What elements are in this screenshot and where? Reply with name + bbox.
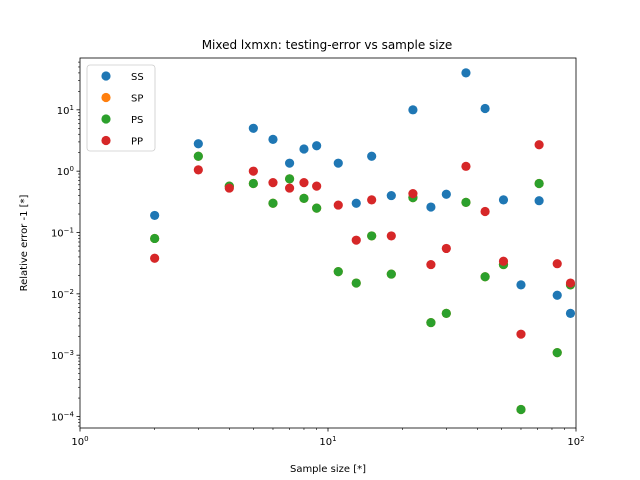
y-tick-label: 10−2 [51,288,74,301]
legend-label: SP [131,94,143,105]
data-point [498,256,509,266]
axis-ticks: 100 101 102 10−4 10−3 10−2 10−1 100 101 [51,61,585,448]
chart-title: Mixed lxmxn: testing-error vs sample siz… [202,38,453,52]
data-point [351,278,361,288]
data-point [426,202,436,212]
y-tick-label: 10−3 [51,349,74,362]
data-point [299,144,309,154]
data-point [248,166,258,176]
data-point [268,134,278,144]
series-pp [150,140,576,339]
data-point [367,195,377,205]
data-point [386,269,396,279]
data-point [268,198,278,208]
data-point [351,198,361,208]
data-point [480,103,490,114]
data-point [516,329,526,339]
data-point [312,181,322,191]
data-point [224,183,234,193]
series-sp [150,151,576,415]
data-point [386,231,396,241]
data-point [461,68,471,78]
data-point [367,151,377,161]
data-point [534,196,544,206]
data-point [193,165,203,175]
data-point [248,123,258,133]
data-point [552,259,562,269]
data-point [565,308,576,319]
data-point [461,197,471,207]
data-point [193,151,203,161]
x-tick-label: 101 [319,435,336,448]
y-tick-label: 101 [57,104,74,117]
data-point [248,178,258,189]
data-point [516,404,526,415]
data-point [480,272,490,282]
data-point [386,190,396,201]
data-point [333,200,343,210]
series-ss [150,68,576,319]
data-point [441,189,451,199]
data-point [299,178,309,188]
data-point [284,174,295,184]
x-tick-label: 102 [567,435,584,448]
data-point [408,189,418,199]
y-tick-label: 100 [57,165,74,178]
data-point [516,280,526,290]
data-point [426,317,436,328]
data-point [312,203,322,213]
data-point [426,259,436,270]
data-point [441,308,451,319]
data-point [498,195,509,205]
data-point [534,178,544,189]
legend-marker [101,114,111,124]
data-point [351,235,361,245]
y-tick-label: 10−1 [51,227,74,240]
data-point [333,158,343,168]
legend-label: SS [131,72,144,83]
data-point [150,210,160,221]
legend-marker [101,135,111,146]
legend-marker [101,92,111,103]
legend-label: PS [131,115,143,126]
data-point [284,158,295,168]
data-point [408,105,418,115]
data-point [284,183,295,193]
data-point [150,233,160,244]
data-point [367,231,377,241]
data-points [150,68,576,415]
data-point [312,141,322,151]
data-point [150,253,160,263]
legend-marker [101,71,111,81]
data-point [461,161,471,171]
data-point [193,139,203,149]
data-point [552,348,562,358]
data-point [534,140,544,150]
data-point [268,178,278,188]
data-point [480,206,490,217]
x-axis-label: Sample size [*] [290,464,366,475]
series-ps [150,151,576,415]
y-axis-label: Relative error -1 [*] [19,194,30,291]
data-point [299,193,309,203]
data-point [333,267,343,277]
data-point [565,278,576,288]
y-tick-label: 10−4 [51,411,75,424]
legend-box [86,64,156,152]
legend: SS SP PS PP [86,64,156,152]
x-tick-label: 100 [71,435,88,448]
data-point [441,243,451,254]
data-point [552,290,562,300]
legend-label: PP [131,137,143,148]
